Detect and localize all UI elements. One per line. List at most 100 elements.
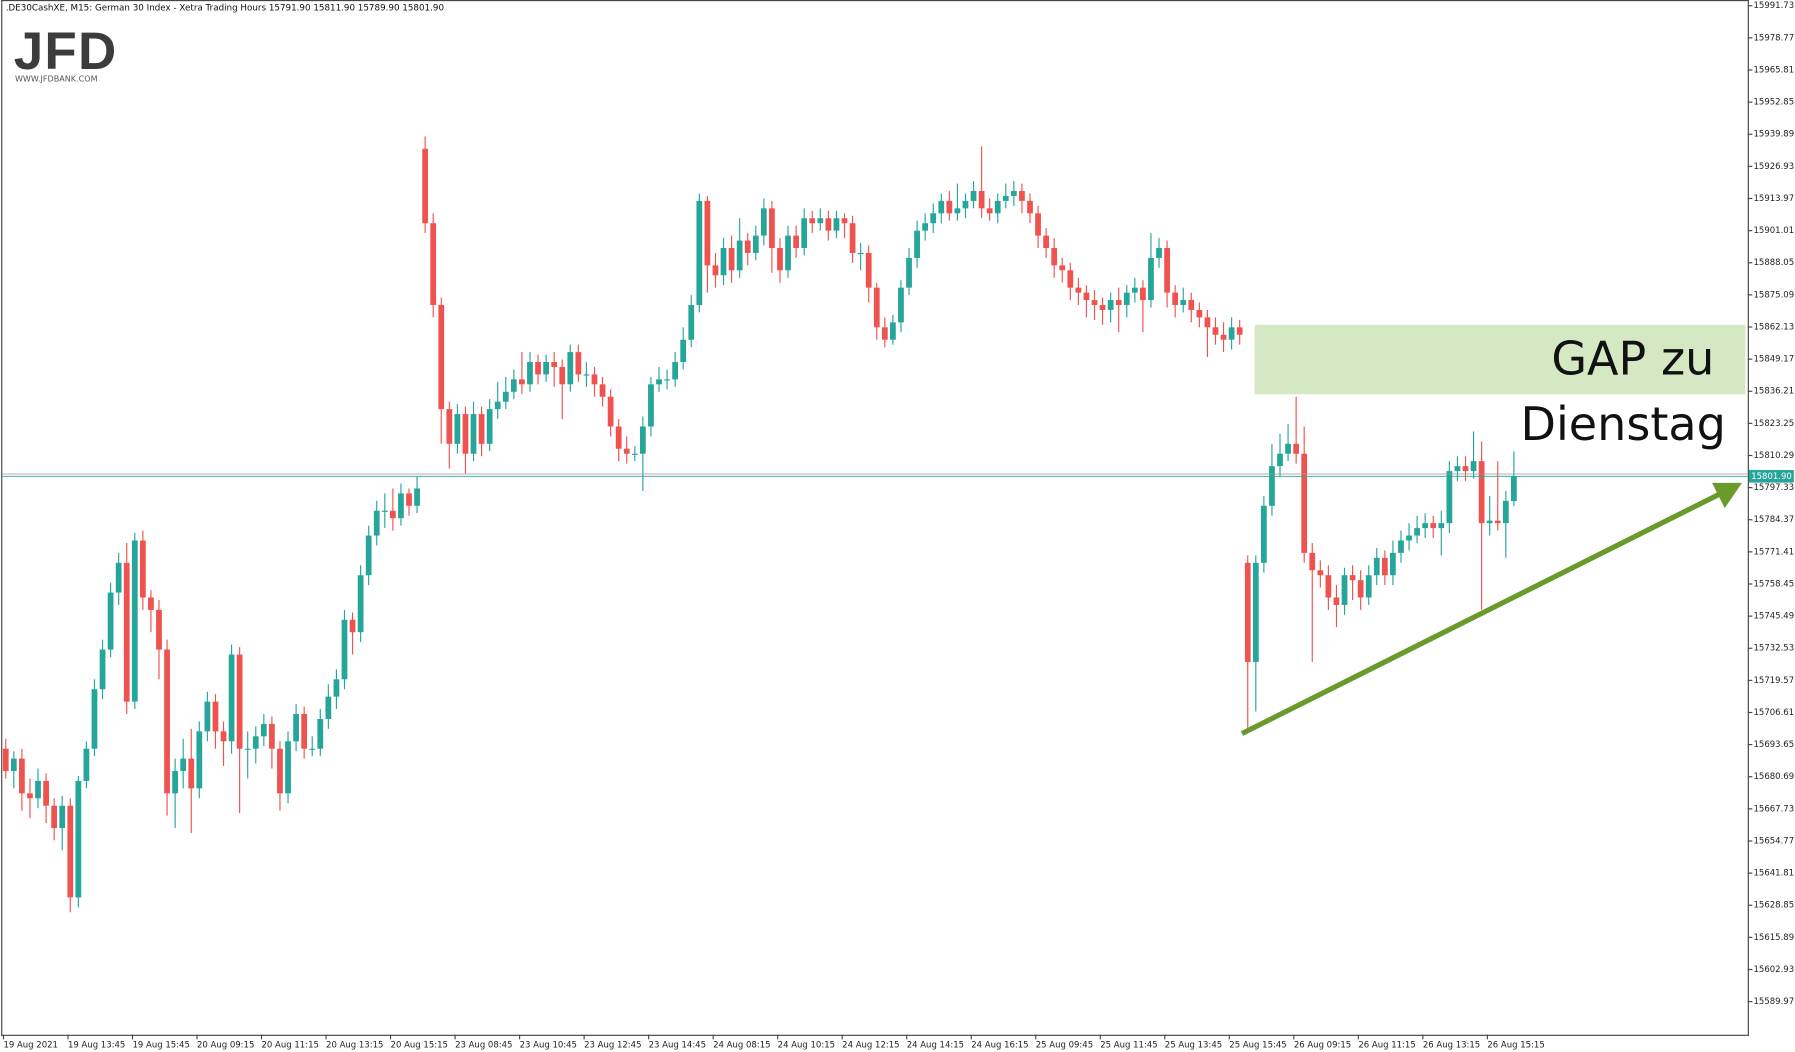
candle-body bbox=[446, 409, 453, 444]
candle-body bbox=[833, 218, 840, 231]
candle-body bbox=[212, 701, 219, 732]
candle-body bbox=[301, 714, 308, 749]
candle-body bbox=[591, 374, 598, 385]
logo-url: WWW.JFDBANK.COM bbox=[15, 75, 98, 84]
candle-body bbox=[1220, 334, 1227, 340]
y-tick-label: 15680.69 bbox=[1754, 772, 1795, 782]
y-tick-label: 15654.77 bbox=[1754, 836, 1795, 846]
y-tick-label: 15784.37 bbox=[1754, 515, 1795, 525]
candle-body bbox=[1140, 287, 1146, 301]
y-tick-label: 15667.73 bbox=[1754, 804, 1795, 814]
candle-body bbox=[1075, 287, 1082, 293]
candle-body bbox=[59, 805, 66, 829]
candle-body bbox=[365, 535, 372, 576]
candle-body bbox=[1172, 292, 1179, 306]
candle-body bbox=[680, 339, 687, 363]
candle-body bbox=[873, 287, 880, 328]
x-tick-label: 24 Aug 16:15 bbox=[971, 1041, 1028, 1051]
y-tick-label: 15823.25 bbox=[1754, 419, 1795, 429]
y-tick-label: 15641.81 bbox=[1754, 869, 1795, 879]
candle-body bbox=[648, 384, 654, 427]
y-tick-label: 15888.05 bbox=[1754, 258, 1795, 268]
candle-body bbox=[252, 736, 259, 749]
candle-body bbox=[1269, 466, 1275, 506]
candle-body bbox=[720, 247, 727, 276]
candle-body bbox=[938, 200, 945, 214]
candle-body bbox=[325, 696, 332, 719]
x-tick-label: 23 Aug 14:45 bbox=[649, 1041, 706, 1051]
candle-body bbox=[309, 748, 316, 750]
x-tick-label: 24 Aug 14:15 bbox=[907, 1041, 964, 1051]
candle-body bbox=[1059, 265, 1066, 271]
candle-body bbox=[1301, 453, 1308, 553]
x-tick-label: 23 Aug 10:45 bbox=[520, 1041, 577, 1051]
candle-body bbox=[631, 453, 638, 455]
candle-body bbox=[1083, 292, 1090, 301]
x-tick-label: 20 Aug 13:15 bbox=[326, 1041, 383, 1051]
y-tick-label: 15706.61 bbox=[1754, 708, 1795, 718]
candle-body bbox=[1002, 195, 1009, 201]
candle-body bbox=[1164, 247, 1170, 293]
x-tick-label: 19 Aug 15:45 bbox=[132, 1041, 189, 1051]
candle-body bbox=[75, 780, 82, 898]
candle-body bbox=[1188, 300, 1195, 310]
candle-body bbox=[414, 488, 420, 506]
candle-body bbox=[736, 240, 743, 271]
candle-body bbox=[1486, 520, 1493, 524]
y-tick-label: 15849.17 bbox=[1754, 355, 1795, 365]
candle-body bbox=[599, 384, 606, 397]
candle-body bbox=[422, 148, 429, 224]
candle-body bbox=[2, 748, 9, 772]
y-tick-label: 15836.21 bbox=[1754, 387, 1795, 397]
candle-body bbox=[696, 200, 703, 306]
y-tick-label: 15693.65 bbox=[1754, 740, 1795, 750]
candle-body bbox=[623, 448, 630, 454]
candle-body bbox=[881, 327, 888, 340]
trend-arrow bbox=[1240, 492, 1721, 736]
candle-body bbox=[1236, 327, 1243, 335]
candle-body bbox=[494, 401, 501, 410]
y-tick-label: 15719.57 bbox=[1754, 676, 1795, 686]
candle-body bbox=[1398, 540, 1404, 553]
candle-body bbox=[1317, 570, 1324, 576]
candle-body bbox=[260, 723, 267, 737]
gap-layer bbox=[1254, 324, 1746, 395]
candle-body bbox=[1373, 557, 1380, 576]
y-tick-label: 15862.13 bbox=[1754, 323, 1795, 333]
candle-body bbox=[744, 240, 751, 253]
x-tick-label: 24 Aug 10:15 bbox=[778, 1041, 835, 1051]
y-tick-label: 15732.53 bbox=[1754, 644, 1795, 654]
x-tick-label: 25 Aug 11:45 bbox=[1100, 1041, 1157, 1051]
candle-body bbox=[785, 235, 791, 271]
candle-body bbox=[752, 235, 759, 253]
candle-body bbox=[164, 649, 170, 794]
candle-body bbox=[575, 352, 582, 375]
candle-body bbox=[1204, 317, 1211, 328]
candle-body bbox=[148, 597, 154, 610]
candle-body bbox=[1156, 247, 1162, 258]
x-tick-label: 19 Aug 13:45 bbox=[68, 1041, 125, 1051]
candle-body bbox=[1043, 235, 1050, 248]
candle-body bbox=[204, 701, 211, 732]
candle-body bbox=[1107, 300, 1114, 310]
candle-body bbox=[865, 252, 872, 288]
candle-body bbox=[978, 190, 985, 209]
annotation: GAP zu bbox=[1551, 332, 1714, 386]
candle-body bbox=[139, 540, 146, 598]
x-tick-label: 20 Aug 11:15 bbox=[262, 1041, 319, 1051]
candle-body bbox=[285, 741, 291, 794]
candle-body bbox=[1131, 287, 1138, 293]
candle-body bbox=[890, 322, 896, 340]
candle-body bbox=[1027, 200, 1033, 214]
candle-body bbox=[406, 493, 412, 506]
candle-body bbox=[728, 247, 735, 271]
candle-body bbox=[841, 218, 848, 224]
candle-body bbox=[664, 379, 670, 381]
logo-text: JFD bbox=[14, 22, 118, 81]
candle-body bbox=[99, 649, 106, 690]
candle-body bbox=[543, 362, 549, 375]
x-tick-label: 20 Aug 15:15 bbox=[391, 1041, 448, 1051]
x-tick-label: 23 Aug 08:45 bbox=[455, 1041, 512, 1051]
candle-body bbox=[35, 780, 41, 799]
y-tick-label: 15758.45 bbox=[1754, 579, 1795, 589]
